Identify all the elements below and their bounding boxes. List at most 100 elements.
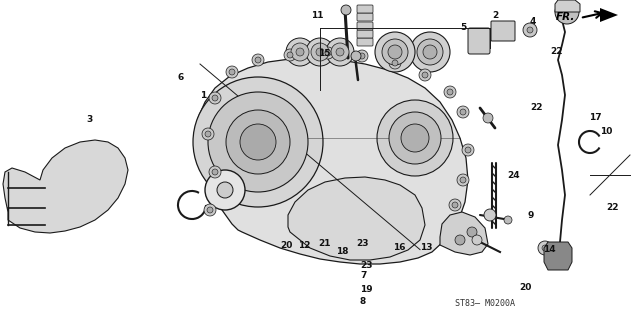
Circle shape	[542, 245, 548, 251]
Circle shape	[538, 241, 552, 255]
Circle shape	[255, 57, 261, 63]
Circle shape	[444, 86, 456, 98]
Circle shape	[483, 113, 493, 123]
Circle shape	[341, 5, 351, 15]
Circle shape	[422, 72, 428, 78]
Circle shape	[472, 235, 482, 245]
Circle shape	[447, 89, 453, 95]
Polygon shape	[288, 177, 425, 260]
Circle shape	[205, 131, 211, 137]
FancyBboxPatch shape	[491, 21, 515, 41]
Circle shape	[356, 50, 368, 62]
Circle shape	[226, 66, 238, 78]
Text: 5: 5	[460, 23, 466, 33]
Text: FR.: FR.	[555, 12, 575, 22]
Circle shape	[401, 124, 429, 152]
Polygon shape	[440, 212, 488, 255]
Circle shape	[212, 95, 218, 101]
Circle shape	[377, 100, 453, 176]
Polygon shape	[544, 242, 572, 270]
Circle shape	[209, 166, 221, 178]
Circle shape	[291, 43, 309, 61]
Text: 23: 23	[360, 261, 373, 270]
Circle shape	[240, 124, 276, 160]
Circle shape	[457, 106, 469, 118]
Circle shape	[351, 51, 361, 61]
Polygon shape	[3, 140, 128, 233]
Text: 9: 9	[527, 211, 533, 220]
Text: 20: 20	[519, 284, 531, 292]
Circle shape	[484, 209, 496, 221]
Circle shape	[389, 57, 401, 69]
Text: 8: 8	[360, 298, 366, 307]
Circle shape	[460, 177, 466, 183]
Circle shape	[452, 202, 458, 208]
Text: 20: 20	[280, 242, 292, 251]
Circle shape	[204, 204, 216, 216]
Text: 17: 17	[589, 114, 601, 123]
Circle shape	[465, 147, 471, 153]
Text: 15: 15	[318, 50, 331, 59]
Circle shape	[311, 43, 329, 61]
Polygon shape	[196, 58, 468, 264]
Polygon shape	[555, 0, 580, 12]
Text: 7: 7	[360, 271, 366, 281]
Circle shape	[555, 0, 579, 24]
Circle shape	[417, 39, 443, 65]
Circle shape	[457, 174, 469, 186]
Text: 24: 24	[507, 171, 520, 180]
Circle shape	[287, 52, 293, 58]
Circle shape	[207, 207, 213, 213]
Text: 13: 13	[420, 244, 433, 252]
Circle shape	[462, 144, 474, 156]
Text: 22: 22	[530, 103, 543, 113]
Circle shape	[306, 38, 334, 66]
Text: 18: 18	[336, 247, 348, 257]
Text: 11: 11	[311, 12, 324, 20]
FancyBboxPatch shape	[357, 22, 373, 30]
Circle shape	[523, 23, 537, 37]
Circle shape	[449, 199, 461, 211]
Text: 14: 14	[543, 245, 555, 254]
Circle shape	[252, 54, 264, 66]
Circle shape	[467, 227, 477, 237]
Circle shape	[382, 39, 408, 65]
Circle shape	[325, 50, 331, 56]
Circle shape	[226, 110, 290, 174]
Circle shape	[229, 69, 235, 75]
FancyArrowPatch shape	[583, 11, 602, 18]
Circle shape	[455, 235, 465, 245]
Circle shape	[322, 47, 334, 59]
FancyBboxPatch shape	[357, 13, 373, 21]
Text: 21: 21	[318, 239, 331, 249]
Circle shape	[527, 27, 533, 33]
Text: 3: 3	[86, 116, 92, 124]
Circle shape	[209, 92, 221, 104]
Text: 1: 1	[200, 91, 206, 100]
Circle shape	[193, 77, 323, 207]
Circle shape	[504, 216, 512, 224]
Polygon shape	[600, 8, 618, 22]
FancyBboxPatch shape	[357, 38, 373, 46]
Text: 22: 22	[606, 204, 619, 212]
Text: 19: 19	[360, 285, 373, 294]
Text: 16: 16	[393, 244, 406, 252]
Circle shape	[388, 45, 402, 59]
Text: 22: 22	[550, 47, 562, 57]
Circle shape	[284, 49, 296, 61]
Text: 12: 12	[298, 242, 310, 251]
Circle shape	[217, 182, 233, 198]
Circle shape	[205, 170, 245, 210]
Text: ST83– M0200A: ST83– M0200A	[455, 299, 515, 308]
FancyBboxPatch shape	[468, 28, 490, 54]
Circle shape	[212, 169, 218, 175]
Circle shape	[326, 38, 354, 66]
Circle shape	[336, 48, 344, 56]
Circle shape	[410, 32, 450, 72]
Circle shape	[423, 45, 437, 59]
Text: 10: 10	[600, 127, 612, 137]
FancyBboxPatch shape	[357, 5, 373, 13]
Circle shape	[460, 109, 466, 115]
Circle shape	[419, 69, 431, 81]
Circle shape	[316, 48, 324, 56]
